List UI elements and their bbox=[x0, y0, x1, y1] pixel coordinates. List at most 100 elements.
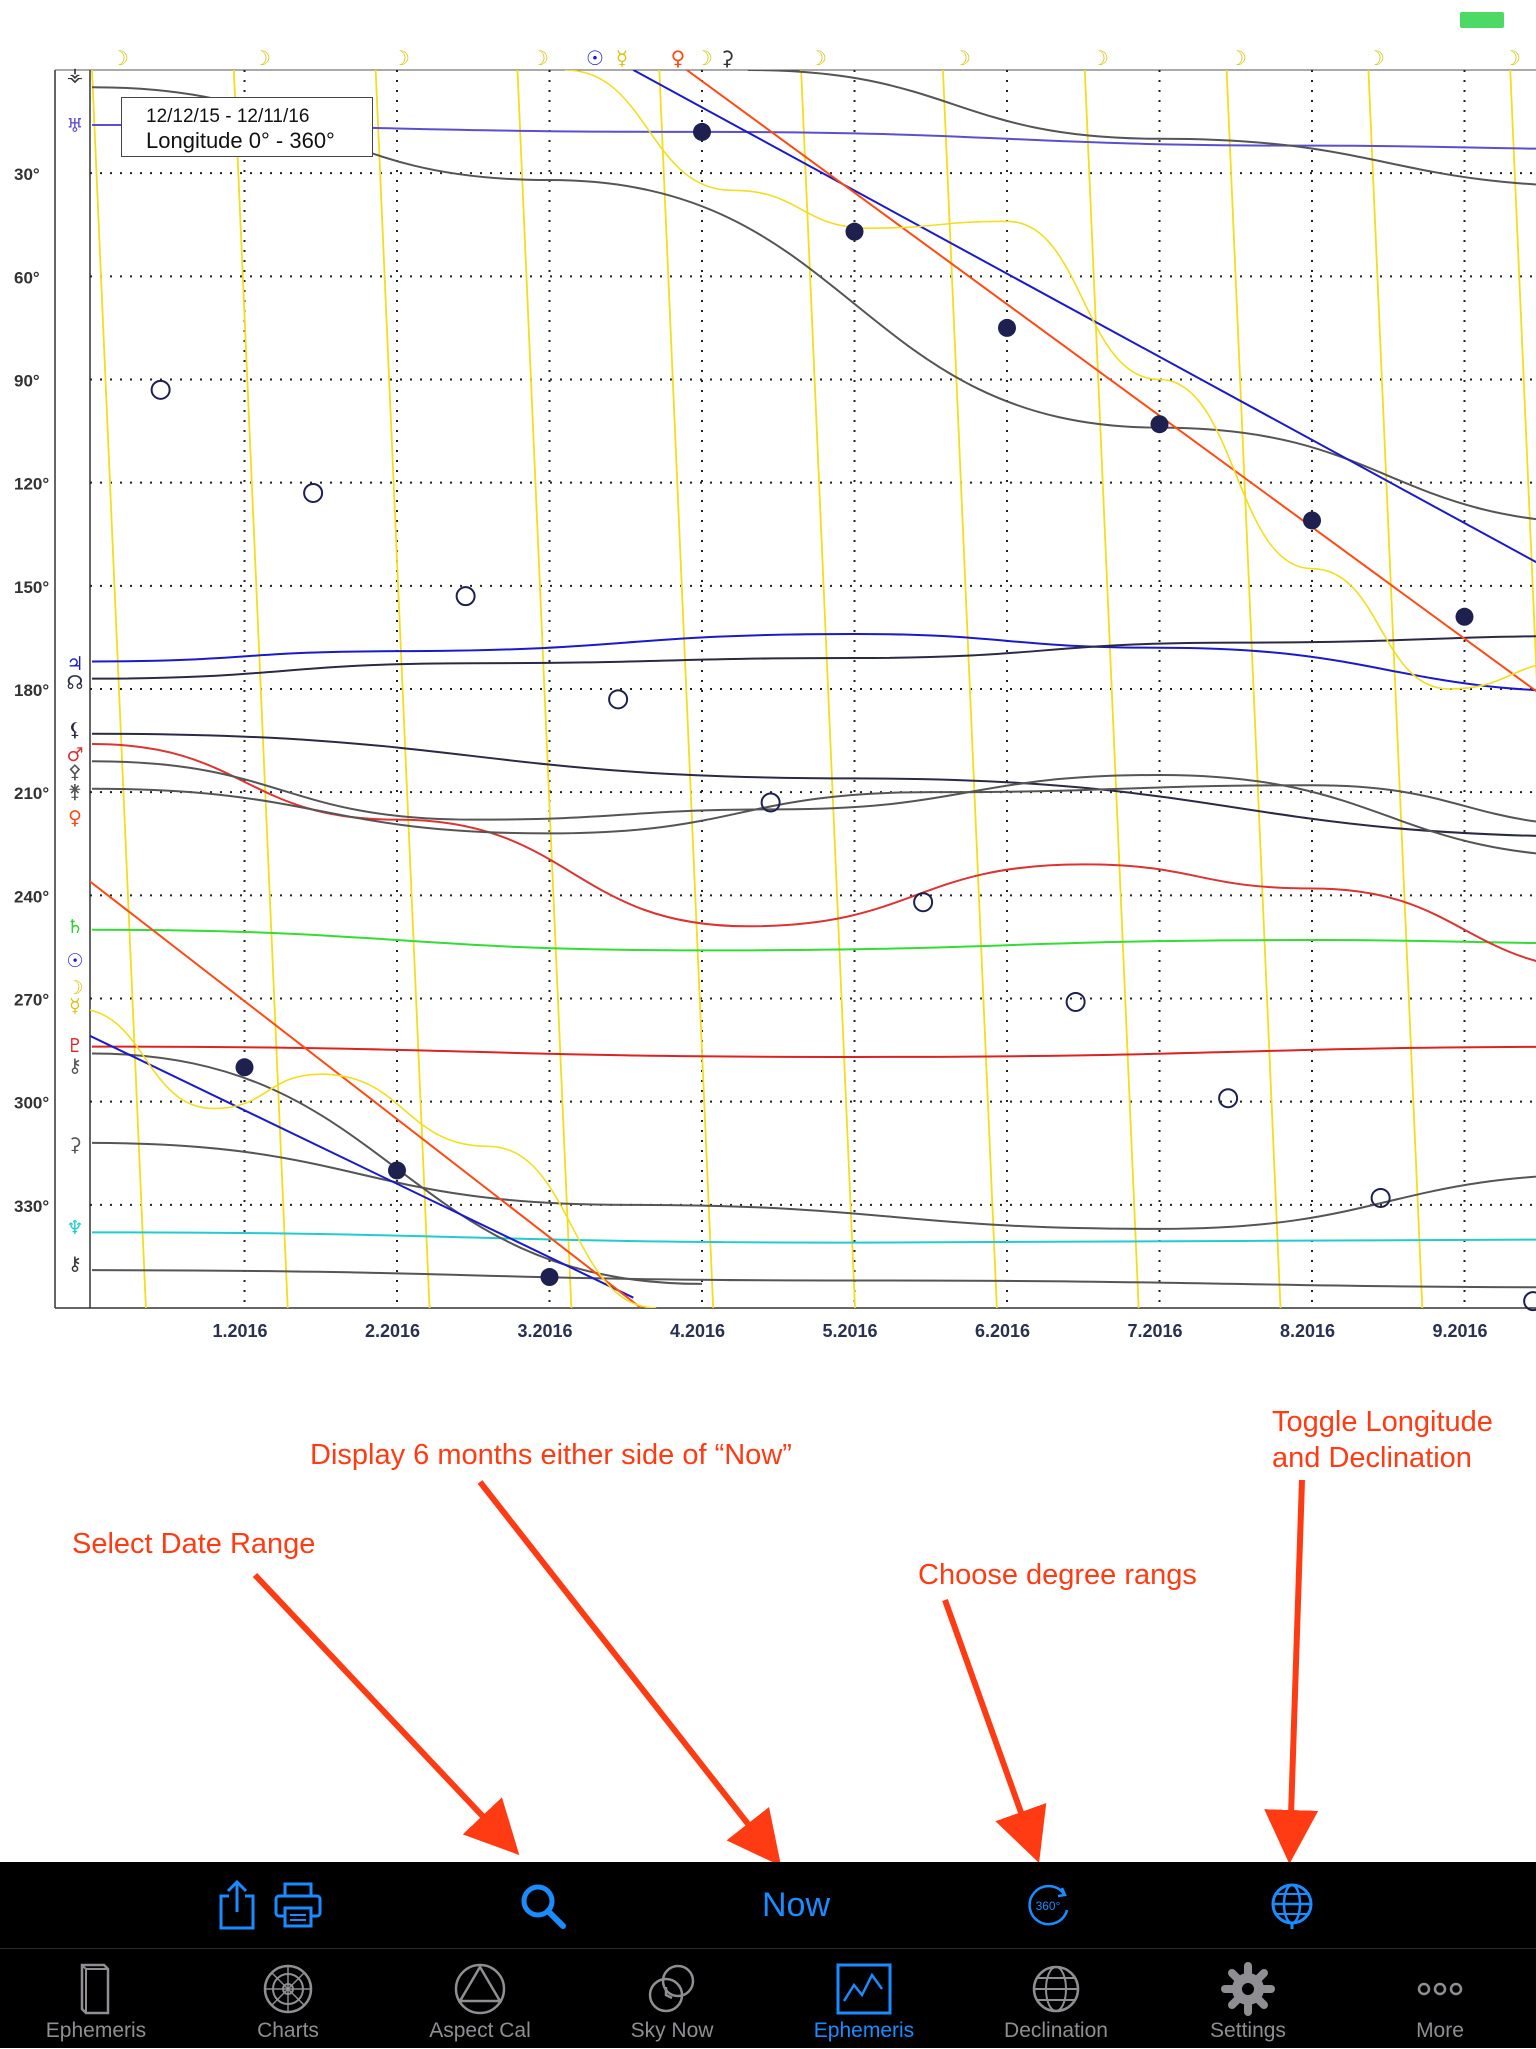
y-tick-label: 90° bbox=[14, 372, 40, 391]
series-line-chiron-glyph bbox=[91, 1269, 1536, 1289]
printer-icon bbox=[274, 1882, 322, 1928]
ephemeris-chart[interactable]: 30° 60° 90° 120° 150° 180° 210° 240° 270° 300° 330… bbox=[0, 0, 1536, 1340]
moon-position-circle[interactable] bbox=[760, 792, 781, 813]
mercury-line bbox=[564, 70, 1536, 690]
left-planet-glyph: ☉ bbox=[66, 950, 83, 972]
left-planet-glyph: ⚵ bbox=[68, 781, 82, 803]
left-planet-glyph: ⚸ bbox=[68, 719, 82, 741]
chart-legend: 12/12/15 - 12/11/16 Longitude 0° - 360° bbox=[121, 97, 373, 157]
sun-position-dot[interactable] bbox=[1455, 607, 1474, 626]
moon-position-circle[interactable] bbox=[303, 482, 324, 503]
sun-position-dot[interactable] bbox=[845, 222, 864, 241]
left-planet-glyph: ♅ bbox=[66, 115, 83, 137]
series-line-pluto-glyph bbox=[91, 1045, 1536, 1058]
tab-more[interactable]: More bbox=[1344, 1949, 1536, 2049]
tab-label: More bbox=[1416, 2019, 1464, 2042]
annotation-degree-range: Choose degree rangs bbox=[918, 1559, 1197, 1591]
left-planet-glyph: ♀ bbox=[68, 807, 82, 829]
gear-icon bbox=[1221, 1962, 1275, 2016]
search-button[interactable] bbox=[516, 1880, 570, 1932]
moon-line bbox=[800, 70, 856, 1308]
top-planet-glyph: ☽ bbox=[1229, 46, 1247, 70]
y-tick-label: 240° bbox=[14, 887, 49, 906]
left-planet-glyph: ⚴ bbox=[68, 761, 82, 783]
moon-position-circle[interactable] bbox=[608, 689, 629, 710]
tab-charts[interactable]: Charts bbox=[192, 1949, 384, 2049]
x-tick-label: 1.2016 bbox=[213, 1321, 268, 1340]
series-line-vesta-glyph bbox=[747, 70, 1536, 186]
sun-position-dot[interactable] bbox=[1303, 511, 1321, 530]
sun-position-dot[interactable] bbox=[1150, 415, 1169, 434]
top-planet-glyph: ☽ bbox=[111, 46, 129, 70]
tab-declination[interactable]: Declination bbox=[960, 1949, 1152, 2049]
moon-position-circle[interactable] bbox=[1370, 1187, 1391, 1208]
print-button[interactable] bbox=[272, 1880, 324, 1930]
x-tick-label: 2.2016 bbox=[365, 1321, 420, 1340]
series-line-pallas-glyph bbox=[91, 760, 1536, 855]
series-line-juno-glyph bbox=[91, 784, 1536, 835]
share-icon bbox=[219, 1879, 255, 1930]
moon-position-circle[interactable] bbox=[1523, 1291, 1536, 1312]
globe-icon bbox=[1271, 1883, 1313, 1929]
now-button[interactable]: Now bbox=[761, 1885, 831, 1924]
degree-range-button[interactable]: 360° bbox=[1024, 1880, 1074, 1930]
arrow-now bbox=[477, 1480, 782, 1867]
series-line-ceres-glyph bbox=[91, 1141, 1536, 1230]
series-line-lilith-glyph bbox=[91, 732, 1536, 837]
sun-position-dot[interactable] bbox=[235, 1058, 254, 1077]
tab-label: Settings bbox=[1210, 2019, 1286, 2042]
sun-position-dot[interactable] bbox=[693, 122, 711, 141]
moon-position-circle[interactable] bbox=[455, 586, 476, 607]
moon-line bbox=[942, 70, 998, 1308]
top-planet-glyph: ⚳ bbox=[720, 46, 735, 70]
series-line-vesta-glyph bbox=[91, 1052, 703, 1285]
sun-position-dot[interactable] bbox=[540, 1268, 559, 1287]
moon-position-circle[interactable] bbox=[913, 892, 934, 913]
tab-settings[interactable]: Settings bbox=[1152, 1949, 1344, 2049]
sun-position-dot[interactable] bbox=[998, 318, 1016, 337]
y-tick-label: 60° bbox=[14, 268, 40, 287]
left-planet-glyph: ⚶ bbox=[67, 64, 83, 86]
x-tick-label: 9.2016 bbox=[1433, 1321, 1488, 1340]
moon-position-circle[interactable] bbox=[1065, 991, 1086, 1012]
x-tick-label: 4.2016 bbox=[670, 1321, 725, 1340]
top-planet-glyph: ☿ bbox=[616, 46, 628, 70]
top-planet-glyph: ☽ bbox=[392, 46, 410, 70]
left-planet-glyph: ♇ bbox=[66, 1035, 83, 1057]
wheel-icon bbox=[263, 1964, 313, 2014]
left-planet-glyph: ♂ bbox=[66, 744, 83, 766]
left-planet-glyph: ♃ bbox=[66, 653, 83, 675]
x-tick-label: 6.2016 bbox=[975, 1321, 1030, 1340]
sun-position-dot[interactable] bbox=[388, 1161, 406, 1180]
left-planet-glyph: ⚷ bbox=[68, 1055, 82, 1077]
tab-ephemeris-graph[interactable]: Ephemeris bbox=[768, 1949, 960, 2049]
book-icon bbox=[80, 1963, 110, 2015]
left-planet-glyph: ⚷ bbox=[68, 1253, 82, 1275]
x-tick-label: 7.2016 bbox=[1128, 1321, 1183, 1340]
tab-label: Ephemeris bbox=[813, 2019, 915, 2042]
y-tick-label: 270° bbox=[14, 991, 49, 1010]
moon-line bbox=[91, 70, 147, 1308]
tab-ephemeris-book[interactable]: Ephemeris bbox=[0, 1949, 192, 2049]
x-tick-label: 8.2016 bbox=[1280, 1321, 1335, 1340]
moon-line bbox=[232, 70, 289, 1308]
left-planet-glyph: ♄ bbox=[66, 916, 83, 938]
top-planet-glyph: ☽ bbox=[695, 46, 713, 70]
toggle-longitude-declination-button[interactable] bbox=[1266, 1878, 1318, 1932]
tab-aspect-cal[interactable]: Aspect Cal bbox=[384, 1949, 576, 2049]
moon-position-circle[interactable] bbox=[1218, 1088, 1239, 1109]
moon-position-circle[interactable] bbox=[150, 379, 171, 400]
share-button[interactable] bbox=[212, 1876, 262, 1934]
y-tick-label: 300° bbox=[14, 1094, 49, 1113]
left-planet-glyph: ☊ bbox=[67, 672, 84, 694]
sky-now-icon bbox=[648, 1964, 695, 2013]
sun-line bbox=[90, 1034, 634, 1299]
tab-sky-now[interactable]: Sky Now bbox=[576, 1949, 768, 2049]
moon-line bbox=[1225, 70, 1282, 1308]
x-tick-label: 3.2016 bbox=[518, 1321, 573, 1340]
tab-label: Sky Now bbox=[630, 2019, 714, 2042]
venus-line bbox=[686, 70, 1536, 693]
degree-360-icon: 360° bbox=[1028, 1884, 1069, 1926]
annotation-toggle-longitude: Toggle Longitude and Declination bbox=[1272, 1406, 1493, 1474]
moon-line bbox=[516, 70, 573, 1308]
